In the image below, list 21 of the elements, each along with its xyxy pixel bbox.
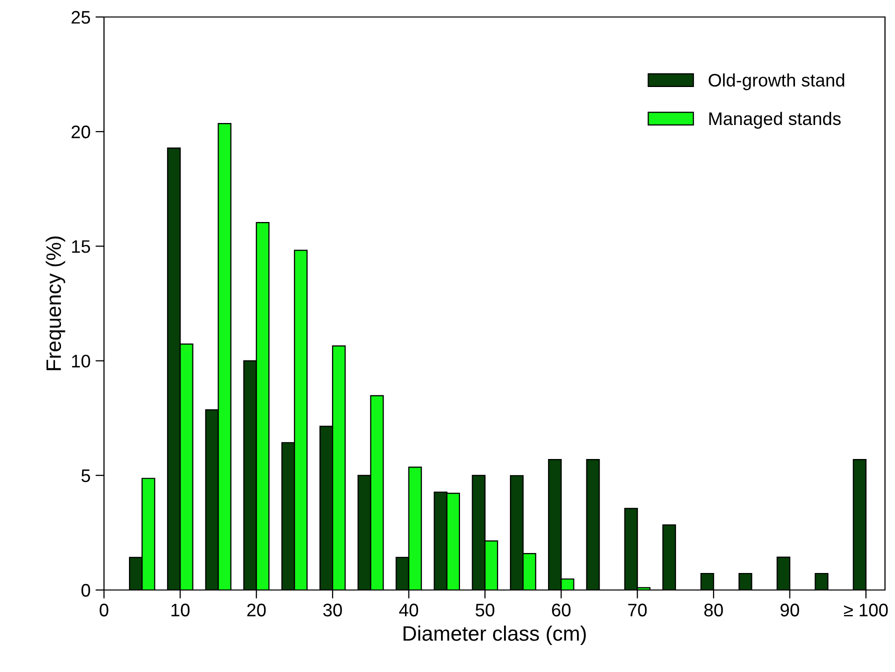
x-axis-title: Diameter class (cm)	[404, 626, 586, 645]
y-tick-label: 20	[72, 126, 90, 138]
y-tick-label: 15	[72, 240, 90, 253]
x-tick-label: 70	[628, 604, 647, 616]
x-tick-label: 30	[323, 604, 342, 616]
x-tick-label: 50	[476, 604, 494, 616]
x-tick-label: 60	[552, 604, 571, 616]
x-tick-label: 20	[247, 604, 266, 616]
y-tick-label: 10	[72, 354, 90, 368]
y-tick-label: 25	[72, 10, 90, 24]
x-tick-label: 90	[780, 604, 800, 616]
x-tick-label: 80	[704, 604, 723, 616]
legend-label: Old-growth stand	[708, 73, 844, 90]
y-tick-label: 5	[81, 470, 90, 482]
y-axis-title: Frequency (%)	[46, 236, 66, 370]
x-tick-label: 10	[172, 604, 190, 616]
legend-label: Managed stands	[709, 112, 841, 129]
x-tick-label: ≥ 100	[844, 604, 888, 616]
x-tick-label: 40	[399, 604, 418, 616]
x-tick-label: 0	[100, 604, 108, 616]
y-tick-label: 0	[81, 584, 90, 597]
